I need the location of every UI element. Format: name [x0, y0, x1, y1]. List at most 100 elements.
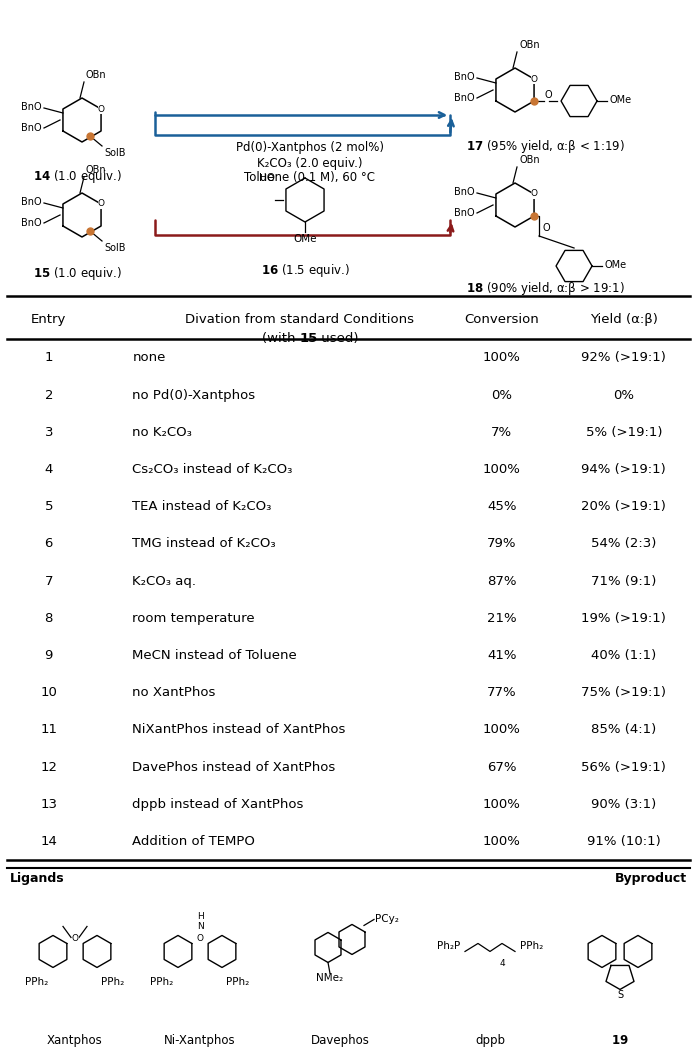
- Text: OBn: OBn: [86, 70, 107, 80]
- Text: K₂CO₃ aq.: K₂CO₃ aq.: [132, 574, 197, 587]
- Text: TEA instead of K₂CO₃: TEA instead of K₂CO₃: [132, 501, 272, 513]
- Text: Pd(0)-Xantphos (2 mol%): Pd(0)-Xantphos (2 mol%): [236, 142, 384, 154]
- Text: 10: 10: [40, 686, 57, 699]
- Text: 100%: 100%: [483, 463, 521, 476]
- Text: OMe: OMe: [604, 260, 626, 270]
- Text: 0%: 0%: [491, 389, 512, 401]
- Text: O: O: [530, 189, 537, 199]
- Text: 1: 1: [45, 352, 53, 364]
- Text: O: O: [98, 105, 105, 113]
- Text: BnO: BnO: [454, 72, 475, 82]
- Text: O: O: [542, 223, 550, 233]
- Text: 40% (1:1): 40% (1:1): [591, 649, 657, 662]
- Text: 91% (10:1): 91% (10:1): [587, 835, 661, 848]
- Text: BnO: BnO: [454, 208, 475, 218]
- Text: Davephos: Davephos: [311, 1034, 369, 1048]
- Text: PPh₂: PPh₂: [101, 978, 125, 987]
- Text: DavePhos instead of XantPhos: DavePhos instead of XantPhos: [132, 760, 336, 774]
- Text: 75% (>19:1): 75% (>19:1): [581, 686, 666, 699]
- Text: 41%: 41%: [487, 649, 516, 662]
- Text: OBn: OBn: [519, 155, 539, 165]
- Text: PCy₂: PCy₂: [375, 914, 399, 924]
- Text: BnO: BnO: [22, 122, 42, 133]
- Text: dppb: dppb: [475, 1034, 505, 1048]
- Text: PPh₂: PPh₂: [520, 942, 543, 951]
- Text: 21%: 21%: [487, 611, 516, 625]
- Text: 14: 14: [40, 835, 57, 848]
- Text: O: O: [530, 75, 537, 83]
- Text: Entry: Entry: [31, 314, 66, 326]
- Text: 100%: 100%: [483, 798, 521, 811]
- Text: $\mathbf{17}$ (95% yield, α:β < 1:19): $\mathbf{17}$ (95% yield, α:β < 1:19): [466, 138, 625, 155]
- Text: 92% (>19:1): 92% (>19:1): [581, 352, 666, 364]
- Text: NMe₂: NMe₂: [316, 974, 344, 983]
- Text: 3: 3: [45, 426, 53, 439]
- Text: Yield (α:β): Yield (α:β): [590, 314, 658, 326]
- Text: Xantphos: Xantphos: [47, 1034, 103, 1048]
- Text: 94% (>19:1): 94% (>19:1): [581, 463, 666, 476]
- Text: Addition of TEMPO: Addition of TEMPO: [132, 835, 255, 848]
- Text: 77%: 77%: [487, 686, 516, 699]
- Text: 9: 9: [45, 649, 53, 662]
- Text: 7: 7: [45, 574, 53, 587]
- Text: O: O: [98, 200, 105, 208]
- Text: 5% (>19:1): 5% (>19:1): [585, 426, 662, 439]
- Text: $\mathbf{19}$: $\mathbf{19}$: [611, 1034, 629, 1048]
- Text: BnO: BnO: [22, 102, 42, 112]
- Text: 15: 15: [300, 332, 318, 345]
- Text: $\mathbf{16}$ (1.5 equiv.): $\mathbf{16}$ (1.5 equiv.): [261, 262, 349, 279]
- Text: OBn: OBn: [519, 40, 539, 50]
- Text: 20% (>19:1): 20% (>19:1): [581, 501, 666, 513]
- Text: 6: 6: [45, 538, 53, 550]
- Text: Toluene (0.1 M), 60 °C: Toluene (0.1 M), 60 °C: [245, 171, 376, 185]
- Text: BnO: BnO: [454, 187, 475, 197]
- Text: 100%: 100%: [483, 352, 521, 364]
- Text: 12: 12: [40, 760, 57, 774]
- Text: 4: 4: [500, 960, 505, 968]
- Text: K₂CO₃ (2.0 equiv.): K₂CO₃ (2.0 equiv.): [257, 156, 362, 170]
- Text: PPh₂: PPh₂: [151, 978, 174, 987]
- Text: 11: 11: [40, 723, 57, 736]
- Text: 54% (2:3): 54% (2:3): [591, 538, 657, 550]
- Text: Ph₂P: Ph₂P: [437, 942, 460, 951]
- Text: 67%: 67%: [487, 760, 516, 774]
- Text: 13: 13: [40, 798, 57, 811]
- Text: 56% (>19:1): 56% (>19:1): [581, 760, 666, 774]
- Text: 5: 5: [45, 501, 53, 513]
- Text: room temperature: room temperature: [132, 611, 255, 625]
- Text: 19% (>19:1): 19% (>19:1): [581, 611, 666, 625]
- Text: 4: 4: [45, 463, 53, 476]
- Text: 8: 8: [45, 611, 53, 625]
- Text: 45%: 45%: [487, 501, 516, 513]
- Text: $\mathbf{15}$ (1.0 equiv.): $\mathbf{15}$ (1.0 equiv.): [33, 265, 121, 282]
- Text: 0%: 0%: [613, 389, 634, 401]
- Text: O: O: [544, 90, 552, 100]
- Text: 100%: 100%: [483, 835, 521, 848]
- Text: PPh₂: PPh₂: [227, 978, 250, 987]
- Text: (with: (with: [262, 332, 300, 345]
- Text: 100%: 100%: [483, 723, 521, 736]
- Text: H: H: [197, 912, 204, 922]
- Text: MeCN instead of Toluene: MeCN instead of Toluene: [132, 649, 297, 662]
- Text: 7%: 7%: [491, 426, 512, 439]
- Text: 2: 2: [45, 389, 53, 401]
- Text: 71% (9:1): 71% (9:1): [591, 574, 657, 587]
- Text: S: S: [617, 991, 623, 1000]
- Text: Byproduct: Byproduct: [615, 872, 687, 885]
- Text: BnO: BnO: [22, 197, 42, 207]
- Text: Ni-Xantphos: Ni-Xantphos: [164, 1034, 236, 1048]
- Text: SolB: SolB: [104, 243, 125, 253]
- Text: OMe: OMe: [293, 234, 316, 244]
- Text: no XantPhos: no XantPhos: [132, 686, 216, 699]
- Text: OBn: OBn: [86, 165, 107, 175]
- Text: Ligands: Ligands: [10, 872, 65, 885]
- Text: used): used): [317, 332, 359, 345]
- Text: 85% (4:1): 85% (4:1): [591, 723, 657, 736]
- Text: HO: HO: [259, 173, 275, 183]
- Text: 87%: 87%: [487, 574, 516, 587]
- Text: 90% (3:1): 90% (3:1): [591, 798, 657, 811]
- Text: PPh₂: PPh₂: [25, 978, 49, 987]
- Text: BnO: BnO: [22, 218, 42, 228]
- Text: no Pd(0)-Xantphos: no Pd(0)-Xantphos: [132, 389, 256, 401]
- Text: OMe: OMe: [609, 95, 631, 105]
